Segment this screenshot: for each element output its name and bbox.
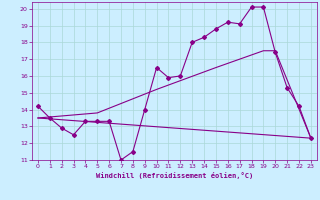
X-axis label: Windchill (Refroidissement éolien,°C): Windchill (Refroidissement éolien,°C) bbox=[96, 172, 253, 179]
